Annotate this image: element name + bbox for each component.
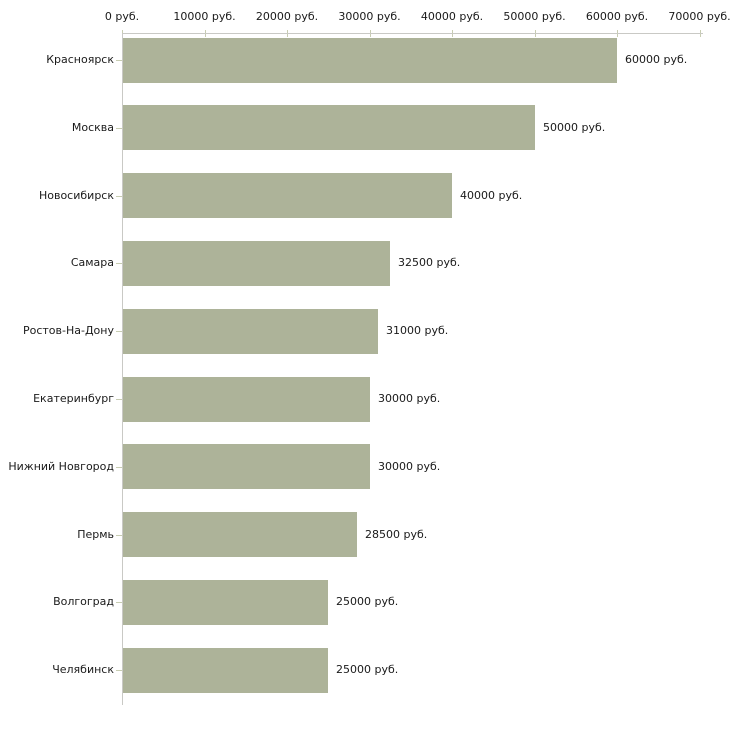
value-label: 50000 руб. (543, 120, 606, 134)
y-axis-line (122, 33, 123, 705)
value-label: 60000 руб. (625, 53, 688, 66)
y-axis-tick-mark (116, 263, 122, 265)
bar (123, 308, 378, 354)
bar (123, 647, 328, 693)
x-axis-tick-label: 60000 руб. (585, 10, 649, 23)
bar (123, 240, 390, 286)
y-axis-tick-mark (116, 331, 122, 333)
value-label: 30000 руб. (378, 392, 441, 405)
y-axis-tick-mark (116, 399, 122, 400)
bar (123, 444, 370, 490)
x-axis-line (122, 33, 703, 34)
y-axis-tick-mark (116, 466, 122, 468)
x-axis-tick-label: 20000 руб. (255, 10, 319, 23)
x-axis-tick-label: 30000 руб. (338, 10, 401, 23)
value-label: 28500 руб. (365, 527, 428, 541)
category-label: Новосибирск (38, 188, 114, 202)
bar (123, 376, 370, 422)
category-label: Нижний Новгород (8, 459, 114, 473)
value-label: 30000 руб. (378, 459, 441, 473)
value-label: 25000 руб. (336, 595, 399, 609)
category-label: Самара (70, 256, 114, 270)
y-axis-tick-mark (116, 127, 122, 129)
x-axis-tick-label: 0 руб. (104, 10, 140, 23)
category-label: Волгоград (53, 595, 114, 609)
y-axis-tick-mark (116, 602, 122, 604)
x-axis-tick-label: 40000 руб. (420, 10, 484, 23)
y-axis-tick-mark (116, 534, 122, 536)
value-label: 40000 руб. (460, 188, 523, 202)
y-axis-tick-mark (116, 195, 122, 197)
x-axis-tick-label: 70000 руб. (668, 10, 730, 23)
bar (123, 512, 357, 558)
category-label: Челябинск (52, 663, 114, 677)
category-label: Красноярск (46, 53, 114, 66)
category-label: Ростов-На-Дону (22, 324, 114, 338)
value-label: 25000 руб. (336, 663, 399, 677)
y-axis-tick-mark (116, 670, 122, 672)
x-axis-tick-label: 10000 руб. (173, 10, 236, 23)
bar (123, 37, 617, 83)
value-label: 31000 руб. (386, 324, 449, 338)
x-axis-tick-label: 50000 руб. (503, 10, 566, 23)
y-axis-tick-mark (116, 60, 122, 61)
category-label: Москва (71, 120, 114, 134)
bar (123, 105, 535, 151)
value-label: 32500 руб. (398, 256, 461, 270)
bar (123, 173, 452, 219)
category-label: Пермь (77, 527, 114, 541)
bar (123, 579, 328, 625)
category-label: Екатеринбург (33, 392, 114, 405)
